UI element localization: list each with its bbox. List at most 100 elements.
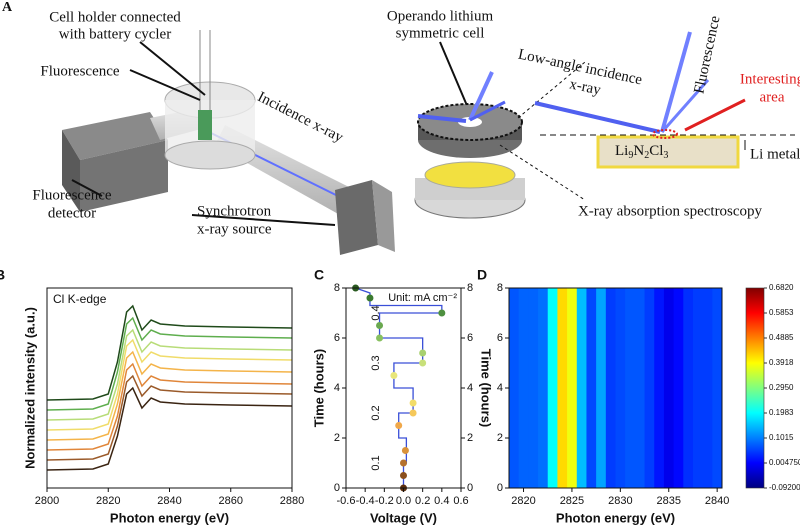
y-tick-label: 6 [497,332,503,344]
x-tick-label: -0.4 [356,495,375,507]
point [366,294,374,302]
y-axis-label: Time (hours) [311,349,326,428]
y-axis-label: Normalized intensity (a.u.) [22,307,37,469]
label: Fluorescence [691,14,723,95]
colorbar-tick-label: -0.09200 [769,483,800,492]
heatmap-cell [567,288,578,488]
colorbar-tick-label: 0.4885 [769,333,794,342]
y-tick-label: 8 [497,282,503,294]
heatmap-cell [576,288,587,488]
label: Interesting [740,71,800,87]
heatmap-cell [692,288,704,488]
y2-tick-label: 2 [467,432,473,444]
label: Operando lithium [387,8,494,24]
y2-tick-label: 4 [467,382,473,394]
heatmap-cell [644,288,655,488]
caption: X-ray absorption spectroscopy [578,203,763,219]
colorbar-tick-label: 0.1983 [769,408,794,417]
y-tick-label: 4 [334,382,340,394]
x-tick-label: 0.2 [415,495,430,507]
point [401,447,409,454]
point [419,349,427,357]
x-tick-label: 2820 [96,495,120,507]
x-tick-label: 0.6 [453,495,468,507]
label: symmetric cell [396,25,485,41]
heatmap-cell [654,288,665,488]
annotation: Unit: mA cm⁻² [388,292,457,304]
x-tick-label: 2800 [35,495,59,507]
y2-tick-label: 6 [467,332,473,344]
spectrum [46,338,293,431]
element: Cl [649,143,663,159]
plot-frame [46,287,293,489]
point [438,309,446,317]
colorbar-tick-label: 0.5853 [769,308,794,317]
x-tick-label: 2840 [705,495,729,507]
heatmap-cell [712,288,722,488]
heatmap-cell [605,288,616,488]
point [419,359,427,367]
heatmap-cell [634,288,646,488]
y-tick-label: 8 [334,282,340,294]
label: Incidence x-ray [255,89,346,146]
colorbar-tick-label: 0.1015 [769,433,794,442]
y-tick-label: 2 [497,432,503,444]
element: N [633,143,644,159]
heatmap-cell [596,288,607,488]
colorbar-tick-label: 0.6820 [769,283,794,292]
x-tick-label: 2835 [657,495,681,507]
heatmap-cell [663,288,675,488]
x-axis-label: Voltage (V) [370,510,437,525]
y2-tick-label: 0 [467,482,473,494]
label: area [760,89,785,105]
panel-label: D [477,267,487,283]
panel-label: B [0,267,5,283]
x-tick-label: 2840 [157,495,181,507]
x-axis-label: Photon energy (eV) [110,510,229,525]
spectrum [46,316,293,411]
current-label: 0.1 [370,455,382,470]
y-tick-label: 6 [334,332,340,344]
point [400,472,407,479]
subscript: 9 [628,150,633,161]
current-label: 0.3 [370,355,382,370]
heatmap-cell [557,288,568,488]
current-label: 0.2 [370,405,382,420]
colorbar [745,287,765,489]
heatmap-cell [538,288,549,488]
colorbar-tick-label: 0.3918 [769,358,794,367]
label: x-ray [568,76,603,98]
label: Cell holder connected [49,9,181,25]
label: Synchrotron [197,203,272,219]
compound: Li9N2Cl3 [615,143,668,161]
heatmap-cell [702,288,713,488]
heatmap-cell [509,288,520,488]
y-tick-label: 2 [334,432,340,444]
heatmap-cell [586,288,597,488]
heatmap-cell [673,288,684,488]
x-tick-label: 0.0 [396,495,411,507]
spectrum [46,362,293,451]
subscript: 2 [644,150,649,161]
label: x-ray source [197,221,272,237]
x-axis-label: Photon energy (eV) [556,510,675,525]
y2-axis-label: Time (hours) [479,349,494,428]
label: with battery cycler [59,26,171,42]
x-tick-label: 2825 [560,495,584,507]
label: Li metal [750,146,800,162]
label: Fluorescence [32,187,111,203]
x-tick-label: 2830 [608,495,632,507]
heatmap-cell [528,288,539,488]
point [409,409,417,417]
element: Li [615,143,628,159]
y-tick-label: 0 [497,482,503,494]
point [395,422,403,429]
spectrum [46,328,293,421]
heatmap-cell [547,288,558,488]
x-tick-label: 2860 [219,495,243,507]
point [400,459,407,467]
panel-label: C [314,267,324,283]
y2-tick-label: 8 [467,282,473,294]
heatmap-cell [518,288,529,488]
x-tick-label: -0.2 [375,495,394,507]
